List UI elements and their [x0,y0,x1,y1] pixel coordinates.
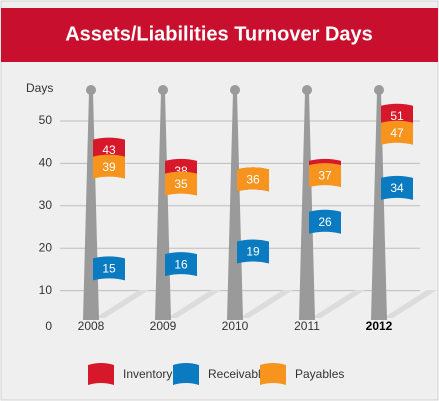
data-label: 26 [318,215,332,229]
flag [381,120,413,145]
data-label: 51 [390,109,404,123]
flag [93,256,125,281]
data-label: 47 [390,126,404,140]
data-label: 43 [102,143,116,157]
legend-label: Receivables [208,367,273,381]
x-tick-label: 2012 [366,319,393,333]
pole-top [302,85,312,95]
pole-top [374,85,384,95]
legend-label: Payables [295,367,344,381]
y-tick-label: 40 [39,156,53,170]
x-tick-label: 2009 [150,319,177,333]
y-tick-label: 30 [39,198,53,212]
flag [381,175,413,200]
flag [165,171,197,196]
legend-swatch [88,363,114,385]
flag [237,167,269,192]
data-label: 39 [102,160,116,174]
x-tick-label: 2010 [222,319,249,333]
data-label: 19 [246,245,260,259]
y-tick-label: 0 [45,319,52,333]
pole [299,92,315,320]
pole-shadow [95,290,149,318]
pole-shadow [167,290,221,318]
pole-shadow [311,290,365,318]
flag [309,209,341,234]
legend-swatch [173,363,199,385]
pole-top [230,85,240,95]
pole [371,92,387,320]
pole-shadow [239,290,293,318]
legend-swatch [260,363,286,385]
x-tick-label: 2011 [294,319,320,333]
y-tick-label: 20 [39,240,53,254]
legend-label: Inventory [123,367,172,381]
chart-title: Assets/Liabilities Turnover Days [65,23,373,45]
data-label: 15 [102,262,116,276]
title-banner [1,8,438,62]
pole-top [86,85,96,95]
data-label: 34 [390,181,404,195]
y-tick-label: 10 [39,283,53,297]
flag [237,239,269,264]
pole [227,92,243,320]
data-label: 35 [174,177,188,191]
flag [165,252,197,277]
y-tick-label: 50 [39,113,53,127]
x-tick-label: 2008 [78,319,105,333]
data-label: 16 [174,257,188,271]
flag [93,154,125,179]
flag [309,163,341,188]
pole-top [158,85,168,95]
data-label: 37 [318,168,332,182]
y-axis-label: Days [26,81,53,95]
pole-shadow [383,290,437,318]
data-label: 36 [246,173,260,187]
